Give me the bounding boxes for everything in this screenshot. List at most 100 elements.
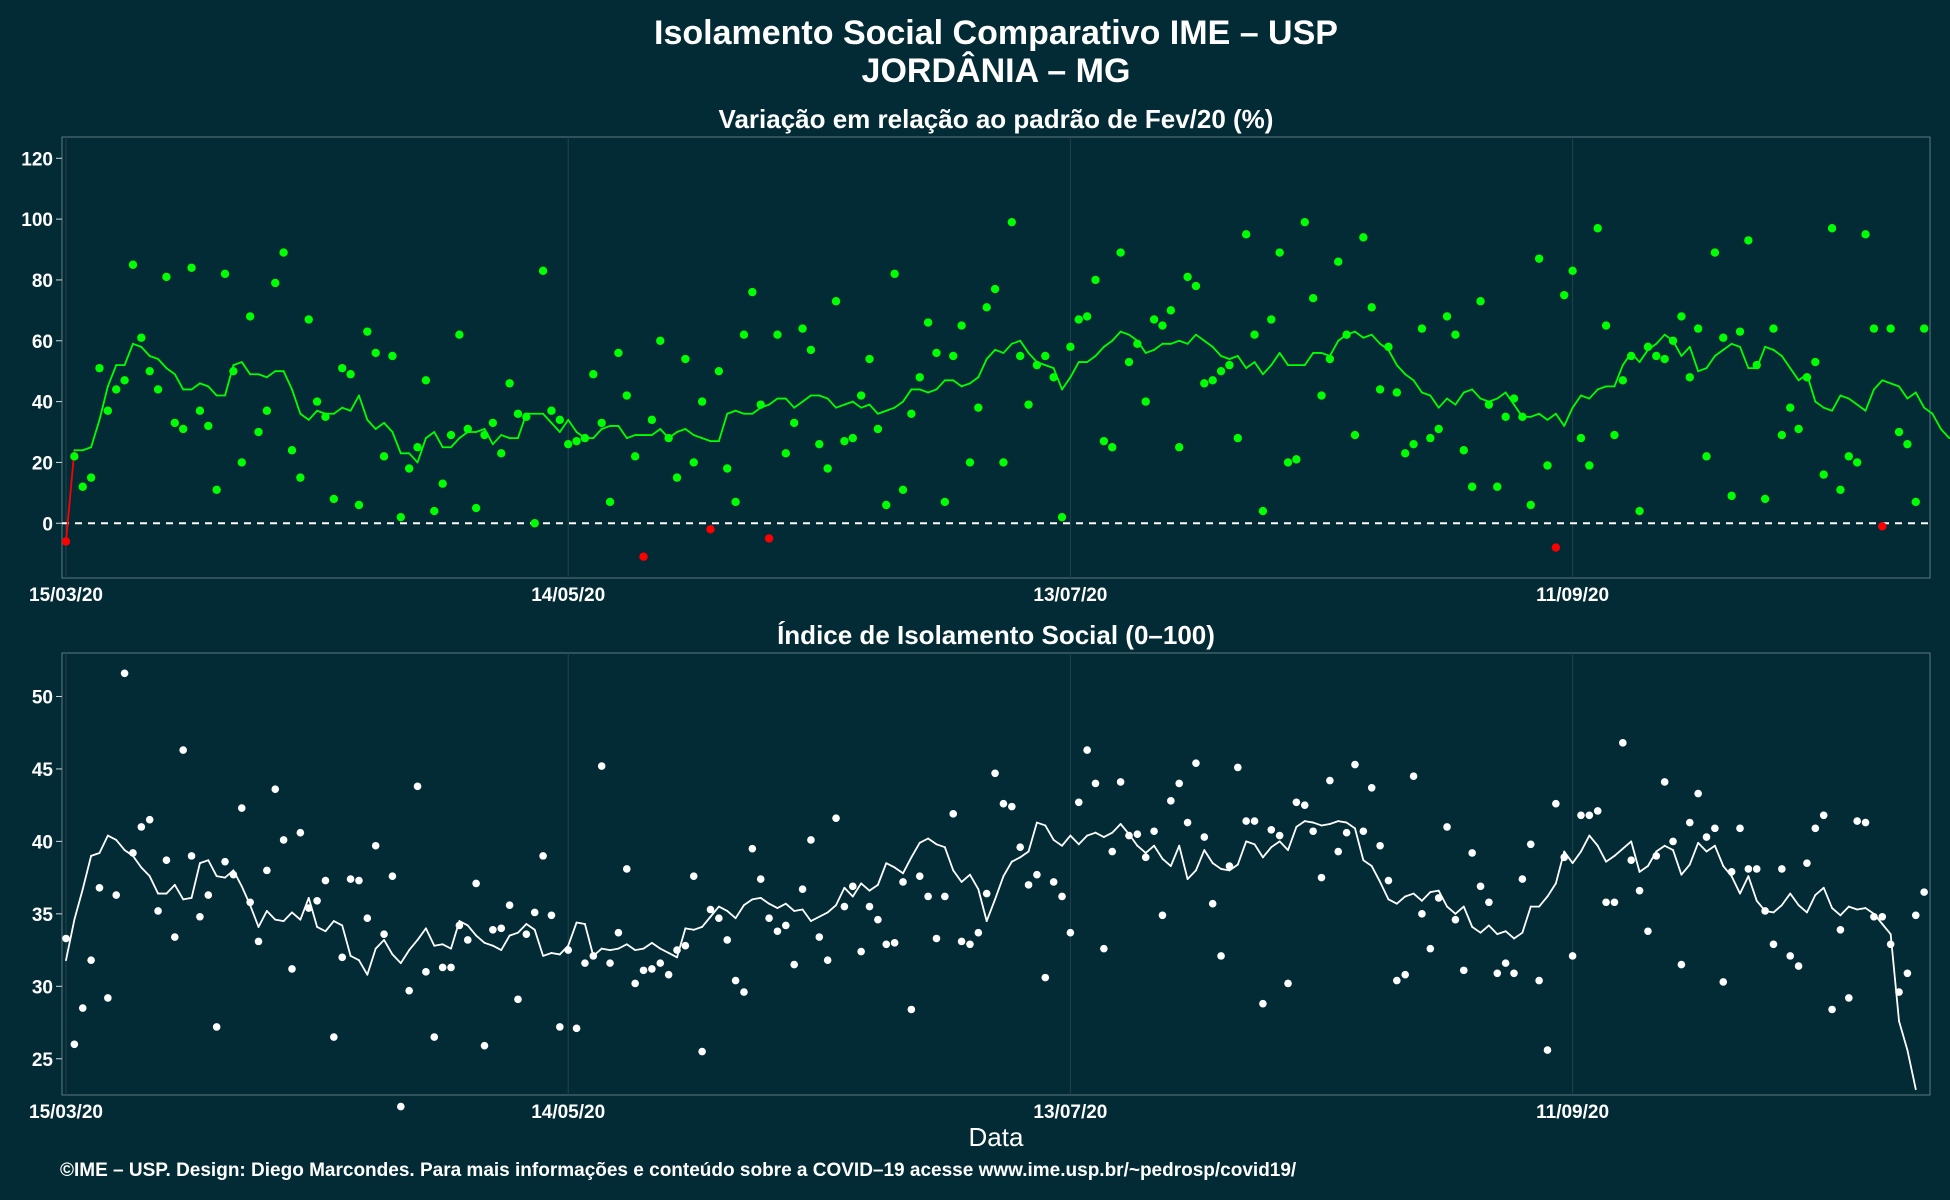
idx-moving-average-segment	[90, 852, 101, 857]
var-daily-point	[731, 497, 740, 507]
var-daily-point	[949, 351, 958, 361]
idx-moving-average-segment	[257, 910, 268, 928]
idx-moving-average-segment	[282, 911, 293, 922]
var-daily-point	[1015, 351, 1025, 361]
x-axis-label: Data	[969, 1122, 1024, 1152]
idx-moving-average-segment	[1847, 905, 1859, 911]
var-daily-point	[1493, 482, 1502, 491]
var-daily-point	[823, 464, 832, 473]
var-moving-average-segment	[1856, 403, 1867, 412]
idx-moving-average-segment	[860, 882, 871, 892]
var-moving-average-segment	[1111, 330, 1122, 342]
var-daily-point	[739, 330, 749, 339]
idx-moving-average-segment	[1328, 820, 1340, 825]
idx-moving-average-segment	[98, 834, 109, 854]
var-daily-point	[212, 485, 221, 494]
idx-daily-point	[338, 953, 347, 962]
var-daily-point	[421, 376, 431, 385]
idx-daily-point	[1878, 912, 1887, 921]
idx-moving-average-segment	[734, 904, 745, 920]
idx-daily-point	[1744, 865, 1753, 873]
idx-moving-average-segment	[1789, 892, 1800, 907]
var-moving-average-segment	[383, 421, 394, 433]
idx-moving-average-segment	[1462, 905, 1474, 928]
idx-daily-point	[422, 968, 430, 976]
idx-daily-point	[296, 828, 305, 837]
idx-moving-average-segment	[1831, 907, 1842, 917]
idx-daily-point	[447, 963, 455, 972]
var-daily-point	[1660, 354, 1669, 364]
var-daily-point	[1643, 342, 1653, 352]
idx-daily-point	[1778, 865, 1786, 873]
idx-moving-average-segment	[291, 911, 302, 921]
idx-daily-point	[1091, 779, 1100, 788]
var-daily-point	[873, 424, 883, 434]
var-daily-point	[321, 412, 330, 422]
idx-daily-point	[212, 1023, 221, 1031]
var-moving-average-segment	[1571, 394, 1582, 409]
var-x-tick-label: 13/07/20	[1033, 585, 1107, 606]
idx-daily-point	[924, 892, 932, 901]
var-daily-point	[1434, 424, 1443, 434]
idx-daily-point	[1275, 831, 1284, 840]
var-daily-point	[271, 278, 280, 288]
var-moving-average-segment	[893, 400, 904, 409]
idx-moving-average-segment	[366, 947, 377, 976]
var-moving-average-segment	[1688, 345, 1700, 373]
var-daily-point	[262, 406, 272, 415]
var-moving-average-segment	[1052, 367, 1063, 391]
panel-variation: 15/03/20 14/05/20 13/07/20 11/09/20 0 20 40 60 8…	[21, 136, 1950, 606]
idx-daily-point	[1476, 882, 1485, 891]
var-moving-average-segment	[826, 397, 837, 409]
idx-daily-point	[1217, 952, 1225, 960]
var-daily-point	[915, 373, 924, 382]
idx-daily-point	[765, 914, 773, 922]
idx-moving-average-segment	[1220, 868, 1231, 872]
var-moving-average-segment	[692, 434, 704, 439]
idx-moving-average-segment	[651, 941, 662, 950]
var-moving-average-segment	[1596, 385, 1607, 391]
var-daily-point	[1811, 357, 1820, 367]
var-daily-point	[329, 494, 339, 504]
idx-daily-point	[1234, 763, 1242, 772]
var-moving-average-segment	[199, 382, 210, 388]
var-moving-average-segment	[801, 394, 812, 403]
var-moving-average-segment	[240, 361, 252, 376]
var-daily-point	[1568, 266, 1577, 276]
idx-daily-point	[472, 879, 480, 888]
idx-moving-average-segment	[1680, 863, 1691, 876]
var-moving-average-segment	[1027, 352, 1038, 363]
var-moving-average-segment	[98, 385, 109, 421]
var-daily-point	[1819, 470, 1828, 479]
var-daily-point	[639, 552, 648, 561]
idx-daily-point	[1694, 789, 1702, 798]
idx-daily-point	[748, 844, 757, 853]
idx-daily-point	[673, 946, 681, 954]
idx-moving-average-segment	[1814, 886, 1825, 896]
idx-moving-average-segment	[1412, 892, 1423, 902]
var-daily-point	[396, 512, 405, 522]
idx-moving-average-segment	[1077, 834, 1089, 846]
idx-frame	[61, 652, 1931, 1096]
idx-daily-point	[589, 952, 598, 960]
var-daily-point	[1635, 506, 1644, 516]
idx-moving-average-segment	[1019, 850, 1030, 859]
idx-daily-point	[145, 815, 154, 824]
idx-daily-point	[941, 892, 949, 901]
idx-moving-average-segment	[1136, 844, 1147, 854]
var-daily-point	[1685, 373, 1694, 382]
idx-moving-average-segment	[1069, 834, 1080, 846]
var-moving-average-segment	[1069, 361, 1080, 379]
var-moving-average-segment	[408, 452, 419, 464]
idx-moving-average-segment	[625, 943, 637, 951]
idx-daily-point	[1560, 853, 1569, 862]
var-daily-point	[237, 458, 246, 467]
idx-y-tick-label: 40	[32, 832, 53, 853]
var-moving-average-segment	[969, 376, 980, 385]
idx-moving-average-segment	[81, 854, 93, 891]
var-moving-average-segment	[450, 437, 461, 449]
idx-daily-point	[1309, 827, 1317, 836]
idx-daily-point	[313, 897, 321, 905]
var-daily-point	[647, 415, 657, 425]
var-moving-average-segment	[1496, 391, 1507, 400]
